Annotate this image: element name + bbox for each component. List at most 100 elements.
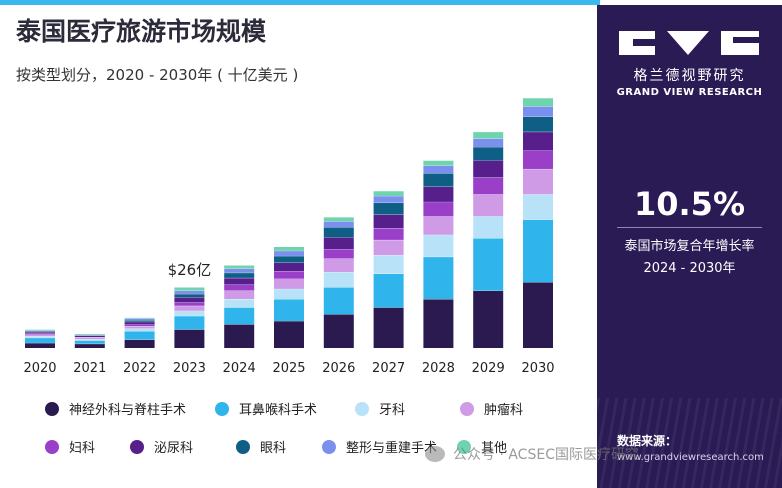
bar-segment-2023-2 bbox=[174, 315, 205, 330]
bar-segment-2030-3 bbox=[523, 194, 553, 220]
x-tick-label: 2030 bbox=[521, 361, 554, 376]
bar-segment-2028-9 bbox=[423, 160, 454, 166]
bar-segment-2020-5 bbox=[25, 333, 55, 335]
bar-segment-2025-1 bbox=[274, 320, 304, 348]
bar-segment-2023-3 bbox=[174, 310, 205, 316]
bar-segment-2026-4 bbox=[323, 258, 354, 272]
chart-subtitle: 按类型划分，2020 - 2030年 ( 十亿美元 ) bbox=[16, 66, 299, 84]
bar-segment-2030-4 bbox=[523, 168, 553, 195]
bar-segment-2024-6 bbox=[224, 277, 255, 285]
legend-label: 牙科 bbox=[379, 403, 406, 418]
panel-decoration bbox=[597, 398, 782, 488]
source-link[interactable]: www.grandviewresearch.com bbox=[617, 452, 764, 463]
bar-segment-2021-7 bbox=[74, 334, 105, 336]
bar-segment-2030-2 bbox=[523, 219, 553, 283]
side-panel: 格兰德视野研究 GRAND VIEW RESEARCH 10.5% 泰国市场复合… bbox=[597, 5, 782, 488]
bar-segment-2027-7 bbox=[373, 202, 404, 215]
bar-segment-2021-3 bbox=[74, 339, 105, 341]
legend-swatch bbox=[460, 401, 474, 416]
legend-label: 整形与重建手术 bbox=[346, 441, 438, 456]
bar-segment-2030-5 bbox=[523, 150, 553, 169]
bar-segment-2029-2 bbox=[473, 238, 504, 291]
bar-segment-2025-5 bbox=[274, 271, 304, 279]
bar-segment-2022-8 bbox=[124, 318, 155, 321]
bar-segment-2024-4 bbox=[224, 290, 255, 300]
bar-segment-2025-4 bbox=[274, 278, 304, 289]
legend-item[interactable]: 眼科 bbox=[236, 437, 286, 456]
legend-swatch bbox=[457, 439, 471, 454]
brand-name-cn: 格兰德视野研究 bbox=[633, 68, 746, 84]
legend-item[interactable]: 肿瘤科 bbox=[460, 399, 523, 418]
legend-label: 泌尿科 bbox=[154, 441, 194, 456]
wechat-icon bbox=[425, 446, 445, 462]
bar-segment-2020-7 bbox=[25, 331, 55, 332]
x-tick-label: 2025 bbox=[272, 361, 305, 376]
bar-segment-2027-1 bbox=[373, 307, 404, 348]
bar-segment-2027-4 bbox=[373, 239, 404, 256]
gvr-logo-icon bbox=[619, 31, 759, 55]
legend-label: 耳鼻喉科手术 bbox=[239, 403, 318, 418]
legend-item[interactable]: 神经外科与脊柱手术 bbox=[45, 399, 186, 418]
bar-segment-2023-4 bbox=[174, 305, 205, 311]
legend-item[interactable]: 整形与重建手术 bbox=[322, 437, 437, 456]
bar-segment-2024-5 bbox=[224, 284, 255, 291]
bar-segment-2027-9 bbox=[373, 190, 404, 196]
chart-legend: 神经外科与脊柱手术 耳鼻喉科手术 牙科 肿瘤科妇科 泌尿科 眼科 整形与重建手术 其他 bbox=[45, 399, 523, 456]
bar-segment-2026-7 bbox=[323, 227, 354, 238]
bar-segment-2028-7 bbox=[423, 173, 454, 187]
bar-segment-2028-1 bbox=[423, 299, 454, 348]
source-label: 数据来源： bbox=[617, 434, 678, 448]
x-tick-label: 2023 bbox=[173, 361, 206, 376]
legend-swatch bbox=[45, 439, 59, 454]
bar-segment-2028-6 bbox=[423, 186, 454, 202]
legend-label: 妇科 bbox=[69, 441, 96, 456]
x-tick-label: 2026 bbox=[322, 361, 355, 376]
bar-segment-2028-5 bbox=[423, 201, 454, 217]
x-tick-label: 2027 bbox=[372, 361, 405, 376]
bar-segment-2022-6 bbox=[124, 321, 155, 325]
bar-segment-2024-3 bbox=[224, 299, 255, 308]
bar-segment-2024-8 bbox=[224, 268, 255, 273]
legend-item[interactable]: 妇科 bbox=[45, 437, 95, 456]
brand-name-en: GRAND VIEW RESEARCH bbox=[616, 87, 763, 98]
legend-item[interactable]: 耳鼻喉科手术 bbox=[215, 399, 317, 418]
bar-segment-2024-1 bbox=[224, 324, 255, 348]
x-tick-label: 2021 bbox=[73, 361, 106, 376]
legend-label: 眼科 bbox=[260, 441, 287, 456]
legend-swatch bbox=[45, 401, 59, 416]
bar-segment-2024-2 bbox=[224, 307, 255, 325]
legend-swatch bbox=[215, 401, 229, 416]
bar-segment-2021-6 bbox=[74, 335, 105, 338]
bar-segment-2026-9 bbox=[323, 217, 354, 222]
bar-segment-2021-9 bbox=[74, 333, 105, 335]
bar-segment-2025-7 bbox=[274, 255, 304, 263]
bar-segment-2022-2 bbox=[124, 331, 155, 340]
bar-segment-2027-5 bbox=[373, 228, 404, 240]
cagr-value: 10.5% bbox=[633, 185, 745, 223]
bar-segment-2026-8 bbox=[323, 221, 354, 228]
bar-segment-2023-8 bbox=[174, 290, 205, 294]
legend-item[interactable]: 其他 bbox=[457, 437, 507, 456]
watermark-text: 公众号 · ACSEC国际医疗研究 bbox=[453, 447, 639, 463]
bar-segment-2023-1 bbox=[174, 329, 205, 348]
legend-item[interactable]: 泌尿科 bbox=[130, 437, 193, 456]
cagr-period: 2024 - 2030年 bbox=[643, 261, 736, 276]
bar-segment-2025-2 bbox=[274, 299, 304, 321]
bar-segment-2030-1 bbox=[523, 282, 553, 348]
kpi-divider bbox=[617, 227, 762, 228]
legend-swatch bbox=[355, 401, 369, 416]
legend-item[interactable]: 牙科 bbox=[355, 399, 405, 418]
bar-segment-2026-6 bbox=[323, 237, 354, 250]
legend-label: 肿瘤科 bbox=[484, 403, 524, 418]
legend-swatch bbox=[130, 439, 144, 454]
bar-segment-2026-2 bbox=[323, 287, 354, 315]
bar-segment-2030-7 bbox=[523, 116, 553, 132]
bar-segment-2025-8 bbox=[274, 250, 304, 256]
bar-annotation: $26亿 bbox=[168, 261, 212, 279]
bar-segment-2025-6 bbox=[274, 262, 304, 272]
stacked-bar-chart: 2020 2021 2022 2023 $26亿 2024 2025 2026 2027 2028… bbox=[23, 97, 555, 376]
bar-segment-2024-9 bbox=[224, 265, 255, 269]
bar-segment-2024-7 bbox=[224, 272, 255, 278]
bar-segment-2020-2 bbox=[25, 337, 55, 343]
